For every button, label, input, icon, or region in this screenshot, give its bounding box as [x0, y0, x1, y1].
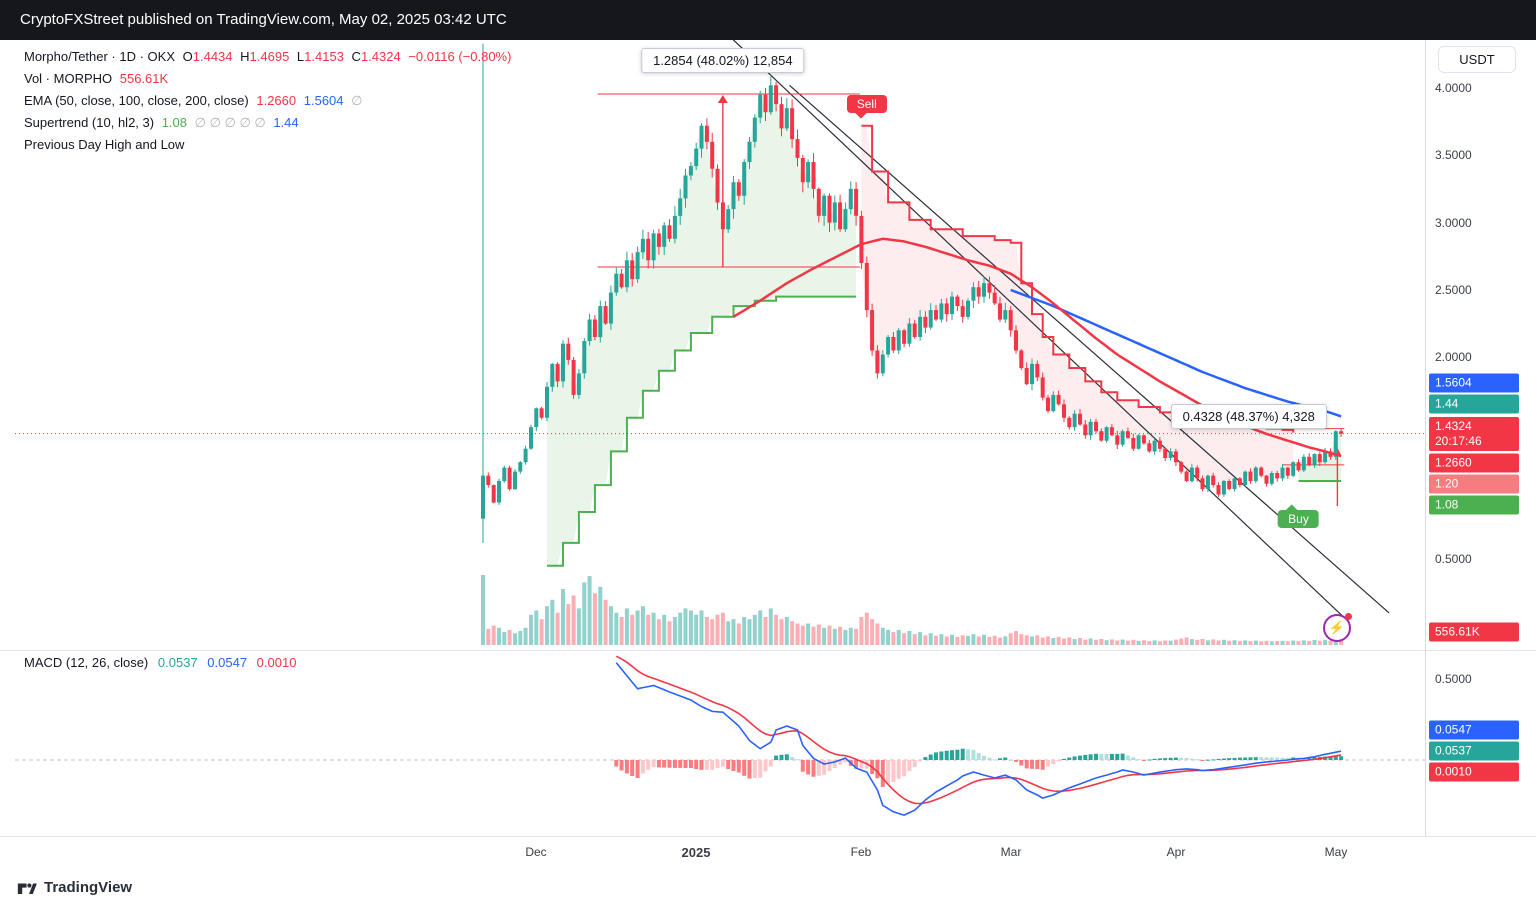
high-value: 1.4695 [249, 49, 290, 64]
measurement-label-bottom[interactable]: 0.4328 (48.37%) 4,328 [1170, 404, 1327, 430]
time-axis-label: Apr [1166, 845, 1186, 859]
open-label: O [182, 49, 193, 64]
ema100-line [1010, 288, 1342, 418]
macd-axis-label: 0.0010 [1429, 762, 1519, 782]
volume-bars-down [486, 593, 1344, 645]
supertrend-down-value: 1.44 [273, 115, 299, 130]
time-axis-label: 2025 [681, 845, 711, 860]
lightning-glyph: ⚡ [1328, 620, 1345, 635]
macd-histogram-value: 0.0537 [157, 655, 198, 670]
macd-signal-line [615, 655, 1342, 805]
macd-axis-label: 0.0537 [1429, 741, 1519, 761]
close-label: C [351, 49, 361, 64]
macd-axis-label: 0.0547 [1429, 720, 1519, 740]
macd-legend[interactable]: MACD (12, 26, close) 0.0537 0.0547 0.001… [24, 655, 302, 670]
macd-signal-value: 0.0010 [256, 655, 297, 670]
volume-row[interactable]: Vol · MORPHO 556.61K [24, 68, 515, 90]
time-axis[interactable]: Dec 2025 Feb Mar Apr May [0, 836, 1536, 868]
macd-histogram [614, 748, 1344, 787]
open-value: 1.4434 [192, 49, 233, 64]
low-value: 1.4153 [304, 49, 344, 64]
price-axis-label: 1.5604 [1429, 373, 1519, 393]
price-axis-label: 1.2660 [1429, 453, 1519, 473]
volume-bars-up [481, 575, 1338, 645]
supertrend-hidden-icons: ∅ ∅ ∅ ∅ ∅ [194, 115, 266, 130]
ema-label: EMA (50, close, 100, close, 200, close) [24, 93, 249, 108]
attribution-text: CryptoFXStreet published on TradingView.… [20, 11, 507, 28]
price-axis[interactable]: USDT 4.0000 3.5000 3.0000 2.5000 2.0000 0.500… [1425, 40, 1536, 868]
currency-toggle-button[interactable]: USDT [1438, 46, 1516, 73]
sell-signal-badge: Sell [846, 95, 887, 114]
change-value: −0.0116 (−0.80%) [408, 49, 512, 64]
macd-title: MACD (12, 26, close) [24, 655, 149, 670]
price-axis-label: 1.08 [1429, 495, 1519, 515]
candle-bodies-up [481, 85, 1338, 519]
candle-wicks-down [487, 81, 1342, 504]
prev-day-row[interactable]: Previous Day High and Low [24, 134, 515, 156]
tradingview-wordmark[interactable]: TradingView [44, 879, 133, 896]
volume-label: Vol · MORPHO [24, 71, 113, 86]
ema-row[interactable]: EMA (50, close, 100, close, 200, close) … [24, 90, 515, 112]
candle-bodies-down [486, 85, 1344, 503]
supertrend-down-line [861, 124, 1295, 433]
axis-tick: 0.5000 [1435, 672, 1472, 686]
ema100-value: 1.5604 [303, 93, 344, 108]
axis-tick: 4.0000 [1435, 81, 1472, 95]
measurement-label-top[interactable]: 1.2854 (48.02%) 12,854 [641, 48, 805, 73]
axis-tick: 3.5000 [1435, 148, 1472, 163]
candle-wicks-up [482, 43, 1337, 543]
volume-axis-label: 556.61K [1429, 622, 1519, 642]
pane-separator[interactable] [0, 650, 1536, 651]
macd-line-value: 0.0547 [207, 655, 248, 670]
volume-value: 556.61K [119, 71, 169, 86]
tradingview-logo[interactable] [16, 878, 38, 900]
time-axis-label: May [1324, 845, 1348, 859]
price-axis-label: 1.44 [1429, 394, 1519, 414]
supertrend-up-value: 1.08 [161, 115, 188, 130]
price-axis-label: 1.4324 20:17:46 [1429, 416, 1519, 451]
ema-hidden-icon: ∅ [351, 93, 363, 108]
low-label: L [296, 49, 305, 64]
axis-tick: 2.0000 [1435, 350, 1472, 365]
axis-tick: 0.5000 [1435, 552, 1472, 567]
supertrend-label: Supertrend (10, hl2, 3) [24, 115, 155, 130]
time-axis-label: Mar [1000, 845, 1022, 859]
close-value: 1.4324 [360, 49, 401, 64]
attribution-bar: CryptoFXStreet published on TradingView.… [0, 0, 1536, 40]
axis-tick: 2.5000 [1435, 282, 1472, 297]
indicator-legend[interactable]: Morpho/Tether · 1D · OKX O1.4434 H1.4695… [24, 46, 515, 156]
ema50-value: 1.2660 [256, 93, 297, 108]
high-label: H [240, 49, 250, 64]
time-axis-label: Dec [525, 845, 547, 859]
lightning-marker-icon[interactable]: ⚡ [1322, 613, 1352, 642]
time-axis-label: Feb [850, 845, 872, 859]
supertrend-up-line [547, 295, 857, 567]
macd-main-line [615, 662, 1342, 816]
symbol-row[interactable]: Morpho/Tether · 1D · OKX O1.4434 H1.4695… [24, 46, 515, 68]
macd-pane [15, 655, 1425, 816]
axis-tick: 3.0000 [1435, 215, 1472, 230]
footer: TradingView [0, 868, 1536, 913]
prev-day-label: Previous Day High and Low [24, 137, 185, 152]
buy-signal-badge: Buy [1278, 509, 1319, 528]
symbol-title: Morpho/Tether · 1D · OKX [24, 49, 175, 64]
supertrend-row[interactable]: Supertrend (10, hl2, 3) 1.08 ∅ ∅ ∅ ∅ ∅ 1… [24, 112, 515, 134]
price-axis-label: 1.20 [1429, 474, 1519, 494]
